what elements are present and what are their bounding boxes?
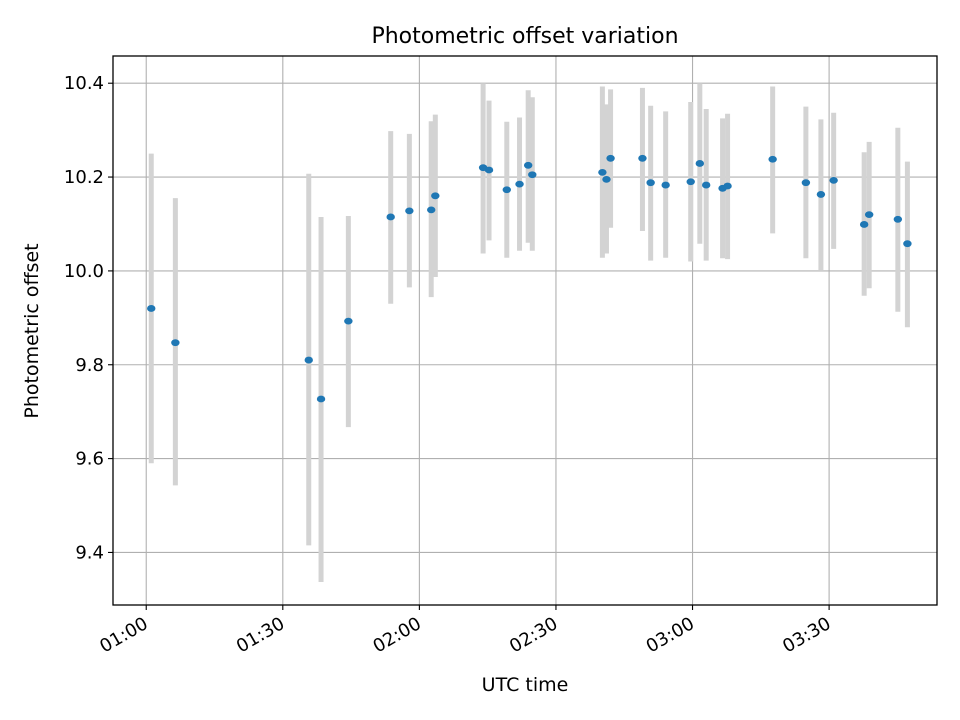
data-point bbox=[661, 181, 670, 189]
chart-title: Photometric offset variation bbox=[371, 24, 678, 49]
y-tick-label: 10.2 bbox=[64, 167, 104, 188]
data-point bbox=[316, 395, 326, 403]
data-point bbox=[598, 168, 607, 176]
data-point bbox=[405, 207, 414, 215]
data-point bbox=[829, 176, 838, 184]
data-point bbox=[427, 206, 436, 214]
data-points bbox=[147, 154, 912, 403]
data-point bbox=[816, 191, 826, 198]
y-tick-label: 10.4 bbox=[64, 73, 104, 94]
y-tick-label: 9.6 bbox=[75, 449, 104, 470]
y-tick-label: 9.4 bbox=[75, 542, 104, 563]
y-axis-label: Photometric offset bbox=[21, 243, 43, 418]
data-point bbox=[502, 186, 511, 194]
data-point bbox=[386, 213, 395, 221]
data-point bbox=[646, 179, 655, 187]
data-point bbox=[768, 155, 777, 163]
x-axis-label: UTC time bbox=[482, 674, 569, 696]
data-point bbox=[686, 178, 695, 186]
data-point bbox=[344, 317, 353, 325]
data-point bbox=[723, 182, 732, 190]
grid bbox=[113, 56, 937, 605]
y-tick-label: 9.8 bbox=[75, 355, 104, 376]
data-point bbox=[304, 356, 313, 364]
plot-frame bbox=[112, 55, 938, 606]
data-point bbox=[801, 179, 811, 187]
data-point bbox=[695, 160, 705, 167]
y-tick-label: 10.0 bbox=[64, 261, 104, 282]
y-axis-ticks: 9.4 9.6 9.8 10.0 10.2 10.4 bbox=[64, 73, 113, 563]
data-point bbox=[701, 181, 711, 189]
data-point bbox=[638, 154, 647, 162]
data-point bbox=[528, 171, 537, 179]
data-point bbox=[147, 305, 156, 312]
data-point bbox=[893, 215, 903, 223]
data-point bbox=[171, 339, 180, 347]
data-point bbox=[431, 192, 440, 200]
data-point bbox=[484, 166, 494, 174]
data-point bbox=[602, 176, 611, 183]
data-point bbox=[523, 161, 533, 169]
data-point bbox=[903, 240, 912, 248]
data-point bbox=[864, 211, 874, 219]
data-point bbox=[515, 180, 524, 188]
data-point bbox=[859, 221, 869, 228]
data-point bbox=[606, 154, 615, 162]
